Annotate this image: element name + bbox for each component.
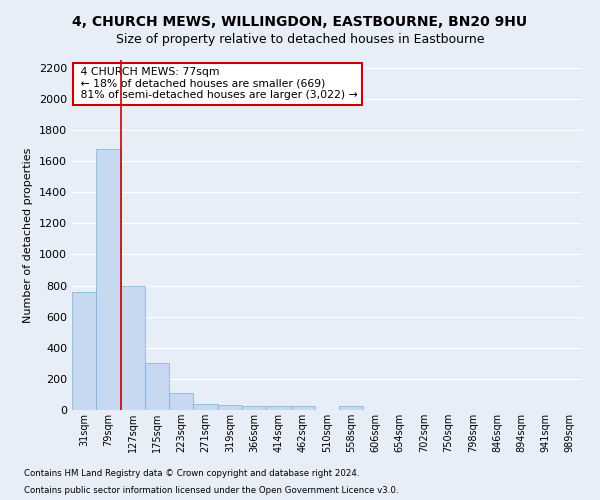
Bar [266,406,290,410]
Bar [121,286,145,410]
Bar [242,406,266,410]
Text: Size of property relative to detached houses in Eastbourne: Size of property relative to detached ho… [116,32,484,46]
Bar [339,406,364,410]
Bar [145,364,169,410]
Bar [193,404,218,410]
Text: Contains public sector information licensed under the Open Government Licence v3: Contains public sector information licen… [24,486,398,495]
Text: 4 CHURCH MEWS: 77sqm
 ← 18% of detached houses are smaller (669)
 81% of semi-de: 4 CHURCH MEWS: 77sqm ← 18% of detached h… [77,67,358,100]
Bar [218,406,242,410]
Text: 4, CHURCH MEWS, WILLINGDON, EASTBOURNE, BN20 9HU: 4, CHURCH MEWS, WILLINGDON, EASTBOURNE, … [73,15,527,29]
Bar [169,393,193,410]
Y-axis label: Number of detached properties: Number of detached properties [23,148,34,322]
Text: Contains HM Land Registry data © Crown copyright and database right 2024.: Contains HM Land Registry data © Crown c… [24,468,359,477]
Bar [72,292,96,410]
Bar [96,148,121,410]
Bar [290,406,315,410]
